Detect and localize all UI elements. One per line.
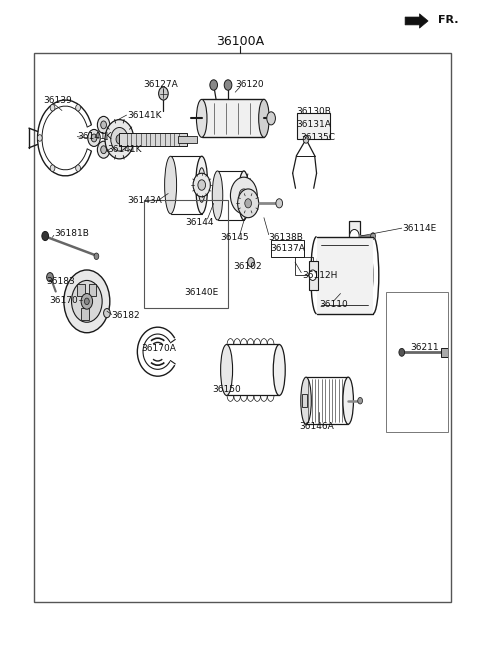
Text: 36146A: 36146A [299, 422, 334, 432]
Ellipse shape [343, 377, 353, 424]
Circle shape [47, 272, 53, 282]
Text: 36211: 36211 [410, 343, 439, 352]
Circle shape [94, 253, 99, 259]
Circle shape [50, 165, 55, 172]
Circle shape [399, 348, 405, 356]
Text: 36150: 36150 [212, 385, 241, 394]
Bar [202, 100, 264, 138]
Circle shape [210, 80, 217, 90]
Bar [441, 348, 448, 357]
Circle shape [245, 198, 252, 208]
Text: 36170A: 36170A [141, 344, 176, 353]
Text: 36143A: 36143A [127, 196, 162, 204]
Circle shape [230, 177, 257, 214]
Circle shape [248, 257, 254, 267]
Text: 36183: 36183 [46, 277, 75, 286]
Bar [349, 221, 360, 297]
Bar [120, 133, 187, 146]
Ellipse shape [267, 112, 276, 125]
Circle shape [97, 141, 110, 159]
Ellipse shape [198, 168, 205, 202]
Circle shape [64, 270, 110, 333]
Circle shape [349, 275, 359, 288]
Circle shape [76, 105, 81, 111]
Circle shape [198, 179, 205, 190]
Text: 36182: 36182 [112, 311, 140, 320]
Circle shape [193, 174, 210, 196]
Circle shape [84, 298, 89, 305]
Text: 36100A: 36100A [216, 35, 264, 48]
Bar [271, 240, 304, 257]
Circle shape [239, 189, 249, 202]
Ellipse shape [239, 171, 249, 220]
Circle shape [371, 233, 375, 239]
Text: 36110: 36110 [319, 300, 348, 309]
Circle shape [37, 135, 42, 141]
Text: 36120: 36120 [235, 80, 264, 89]
Circle shape [101, 121, 107, 129]
Circle shape [158, 87, 168, 100]
Ellipse shape [221, 345, 233, 396]
Ellipse shape [196, 157, 208, 214]
Bar [178, 136, 197, 143]
Bar [302, 394, 307, 407]
Circle shape [303, 136, 309, 143]
Circle shape [76, 165, 81, 172]
Circle shape [238, 189, 259, 217]
Text: 36137A: 36137A [270, 244, 305, 253]
Bar [34, 53, 451, 602]
Circle shape [116, 135, 123, 144]
Circle shape [101, 146, 107, 154]
Text: 36114E: 36114E [403, 223, 437, 233]
Text: 36141K: 36141K [128, 111, 162, 120]
Text: 36102: 36102 [233, 261, 262, 271]
Bar [89, 284, 96, 296]
Bar [310, 261, 318, 290]
Text: 36144: 36144 [185, 218, 214, 227]
Bar [317, 236, 373, 314]
Text: 36139: 36139 [44, 96, 72, 105]
Ellipse shape [259, 100, 269, 138]
Circle shape [276, 198, 283, 208]
Text: 36130B: 36130B [297, 107, 332, 117]
Text: 36127A: 36127A [144, 80, 179, 89]
Circle shape [88, 130, 100, 147]
Text: 36135C: 36135C [300, 134, 335, 142]
Ellipse shape [212, 171, 223, 220]
Text: 36141K: 36141K [107, 145, 142, 154]
Circle shape [50, 105, 55, 111]
Bar [295, 257, 313, 275]
Ellipse shape [196, 100, 207, 138]
Circle shape [97, 117, 110, 134]
Text: 36138B: 36138B [269, 233, 303, 242]
Circle shape [105, 120, 134, 159]
Ellipse shape [165, 157, 177, 214]
Text: 36141K: 36141K [77, 132, 112, 141]
Circle shape [224, 80, 232, 90]
Circle shape [91, 134, 97, 142]
Text: 36181B: 36181B [54, 229, 89, 238]
Polygon shape [405, 14, 428, 28]
Circle shape [72, 280, 102, 322]
Circle shape [111, 128, 128, 151]
Circle shape [349, 229, 359, 242]
Bar [386, 291, 448, 432]
Bar [298, 113, 330, 140]
Text: FR.: FR. [438, 14, 458, 25]
Text: 36145: 36145 [220, 233, 249, 242]
Circle shape [42, 231, 48, 240]
Ellipse shape [301, 377, 312, 424]
Circle shape [104, 309, 110, 318]
Bar [77, 284, 85, 296]
Text: 36112H: 36112H [302, 271, 337, 280]
Circle shape [81, 293, 93, 309]
Bar [144, 200, 228, 308]
Text: 36170: 36170 [49, 295, 78, 305]
Circle shape [309, 270, 317, 280]
Text: 36131A: 36131A [297, 121, 332, 130]
Circle shape [358, 398, 362, 404]
Ellipse shape [273, 345, 285, 396]
Text: 36140E: 36140E [185, 288, 219, 297]
Bar [81, 308, 89, 320]
